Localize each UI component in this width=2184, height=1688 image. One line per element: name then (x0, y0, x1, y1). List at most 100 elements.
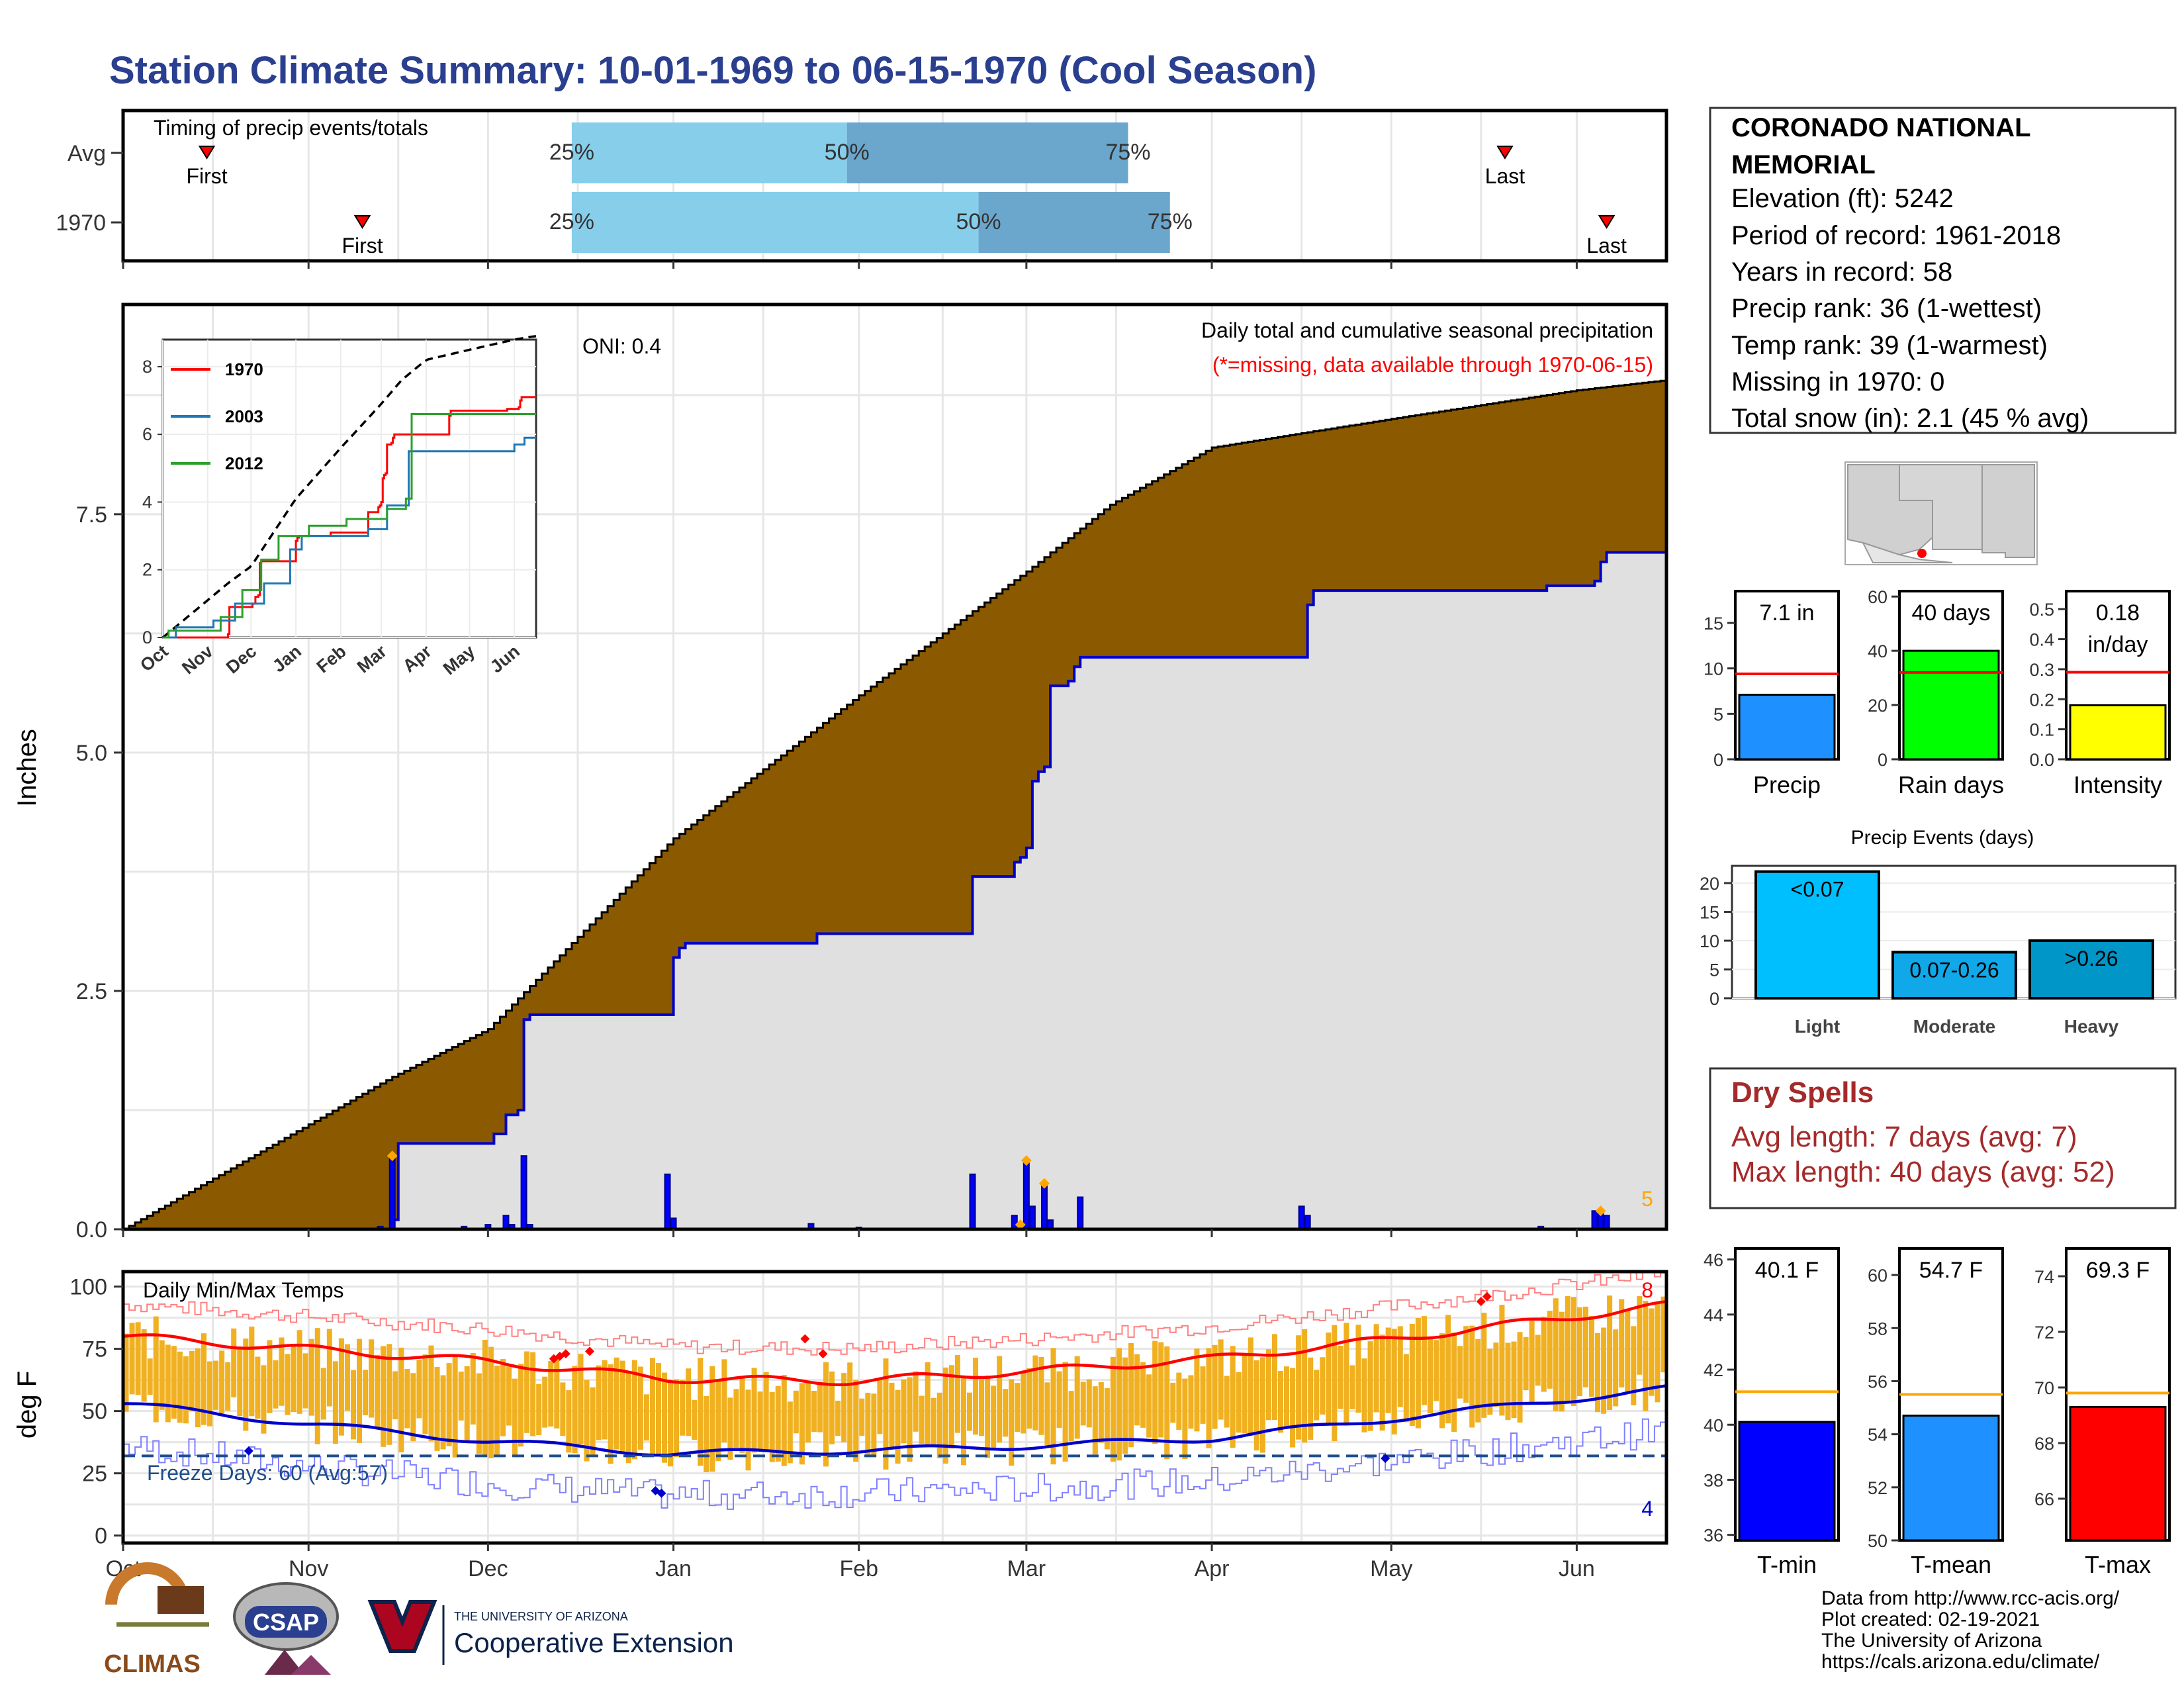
daily-temp-bar (237, 1348, 243, 1417)
temp-bar-label: T-max (2085, 1551, 2151, 1578)
daily-temp-bar (1038, 1356, 1044, 1435)
daily-temp-bar (1649, 1308, 1655, 1396)
daily-temp-bar (566, 1390, 572, 1453)
daily-temp-bar (422, 1354, 428, 1434)
locator-map (1844, 461, 2038, 565)
precip-ylabel: Inches (13, 729, 42, 807)
daily-temp-bar (302, 1353, 308, 1409)
daily-precip-bar (520, 1155, 527, 1231)
daily-temp-bar (1086, 1379, 1092, 1428)
record-max-marker (818, 1349, 828, 1359)
daily-temp-bar (1314, 1370, 1320, 1421)
daily-temp-bar (1062, 1362, 1068, 1462)
timing-last-marker (1598, 215, 1615, 229)
daily-temp-bar (440, 1375, 446, 1450)
daily-temp-bar (954, 1355, 960, 1433)
dry-spells-avg: Avg length: 7 days (avg: 7) (1731, 1121, 2077, 1153)
daily-temp-bar (925, 1362, 931, 1445)
daily-temp-bar (1481, 1313, 1487, 1418)
x-axis-month: Mar (1007, 1556, 1046, 1581)
daily-temp-bar (1230, 1346, 1236, 1448)
precip-ytick: 5.0 (76, 741, 107, 766)
daily-temp-bar (739, 1378, 745, 1453)
record-min-marker (244, 1446, 253, 1456)
daily-temp-bar (1158, 1342, 1164, 1438)
daily-temp-bar (655, 1363, 661, 1456)
daily-temp-bar (692, 1399, 698, 1440)
daily-temp-bar (171, 1346, 177, 1419)
daily-temp-bar (763, 1372, 769, 1450)
timing-last-label: Last (1485, 164, 1525, 188)
daily-temp-bar (936, 1392, 942, 1458)
daily-temp-bar (308, 1338, 314, 1416)
daily-temp-bar (715, 1380, 721, 1462)
daily-temp-bar (578, 1354, 584, 1445)
daily-temp-bar (1637, 1295, 1643, 1375)
temp-bar-ytick: 36 (1704, 1526, 1723, 1546)
daily-temp-bar (1613, 1329, 1619, 1407)
temp-bar-label: T-mean (1911, 1551, 1991, 1578)
daily-temp-bar (369, 1339, 375, 1418)
daily-temp-bar (1021, 1372, 1026, 1434)
daily-temp-bar (153, 1316, 159, 1423)
inset-xtick: Mar (353, 641, 390, 677)
timing-pct-label: 25% (549, 140, 594, 165)
inset-xtick: Jan (269, 641, 305, 677)
mini-bar-rain-days: 0 20 40 60 40 days Rain days (1868, 587, 2004, 798)
daily-temp-bar (985, 1376, 991, 1458)
timing-bar-50-75 (846, 122, 1128, 183)
precip-ytick: 2.5 (76, 979, 107, 1004)
timing-pct-label: 75% (1105, 140, 1150, 165)
daily-temp-bar (446, 1363, 452, 1446)
daily-temp-bar (387, 1344, 392, 1445)
daily-temp-bar (500, 1359, 506, 1436)
record-precip-marker (1595, 1205, 1606, 1217)
daily-temp-bar (338, 1338, 344, 1436)
daily-temp-bar (1570, 1297, 1576, 1406)
daily-temp-bar (1619, 1299, 1625, 1387)
daily-temp-bar (1529, 1321, 1535, 1403)
mini-value-bar (1738, 694, 1836, 761)
inset-ytick: 4 (142, 492, 152, 512)
avg-max-temp-line (122, 1299, 1667, 1387)
temp-bar-ytick: 38 (1704, 1470, 1723, 1490)
daily-temp-bar (637, 1366, 643, 1450)
daily-temp-bar (1074, 1356, 1080, 1439)
daily-temp-bar (1110, 1356, 1116, 1462)
daily-temp-bar (649, 1358, 655, 1456)
oni-label: ONI: 0.4 (582, 334, 661, 358)
daily-temp-bar (1236, 1372, 1242, 1433)
events-bar (1754, 870, 1880, 1000)
daily-temp-bar (1588, 1315, 1595, 1397)
daily-temp-bar (680, 1380, 686, 1436)
mini-value-bar (2069, 704, 2167, 761)
daily-temp-bar (1379, 1335, 1385, 1431)
daily-temp-bar (973, 1358, 979, 1435)
daily-temp-bar (991, 1385, 997, 1450)
precip-ytick: 7.5 (76, 502, 107, 528)
daily-temp-bar (255, 1356, 261, 1419)
daily-temp-bar (1248, 1337, 1253, 1436)
temps-ylabel: deg F (13, 1371, 42, 1438)
daily-temp-bar (1523, 1336, 1529, 1391)
daily-temp-bar (1487, 1348, 1493, 1415)
daily-temp-bar (1068, 1391, 1074, 1442)
mini-ytick: 0.5 (2029, 600, 2054, 620)
record-max-marker (1476, 1297, 1486, 1307)
timing-row-avg: Avg (68, 141, 106, 166)
daily-precip-bar (1591, 1210, 1598, 1230)
mini-ytick: 5 (1713, 704, 1723, 724)
daily-temp-bar (1224, 1376, 1230, 1428)
mini-value-bar (1902, 649, 2000, 761)
daily-temp-bar (1643, 1301, 1649, 1411)
daily-temp-bar (721, 1359, 727, 1443)
daily-temp-bar (243, 1338, 249, 1431)
daily-temp-bar (1595, 1333, 1601, 1413)
record-precip-marker (1021, 1155, 1032, 1166)
daily-temp-bar (590, 1387, 596, 1456)
station-period: Period of record: 1961-2018 (1731, 221, 2061, 250)
temp-value-bar (1738, 1421, 1836, 1542)
daily-temp-bar (1308, 1357, 1314, 1440)
station-elevation: Elevation (ft): 5242 (1731, 184, 1954, 213)
temps-ytick: 50 (82, 1399, 107, 1425)
